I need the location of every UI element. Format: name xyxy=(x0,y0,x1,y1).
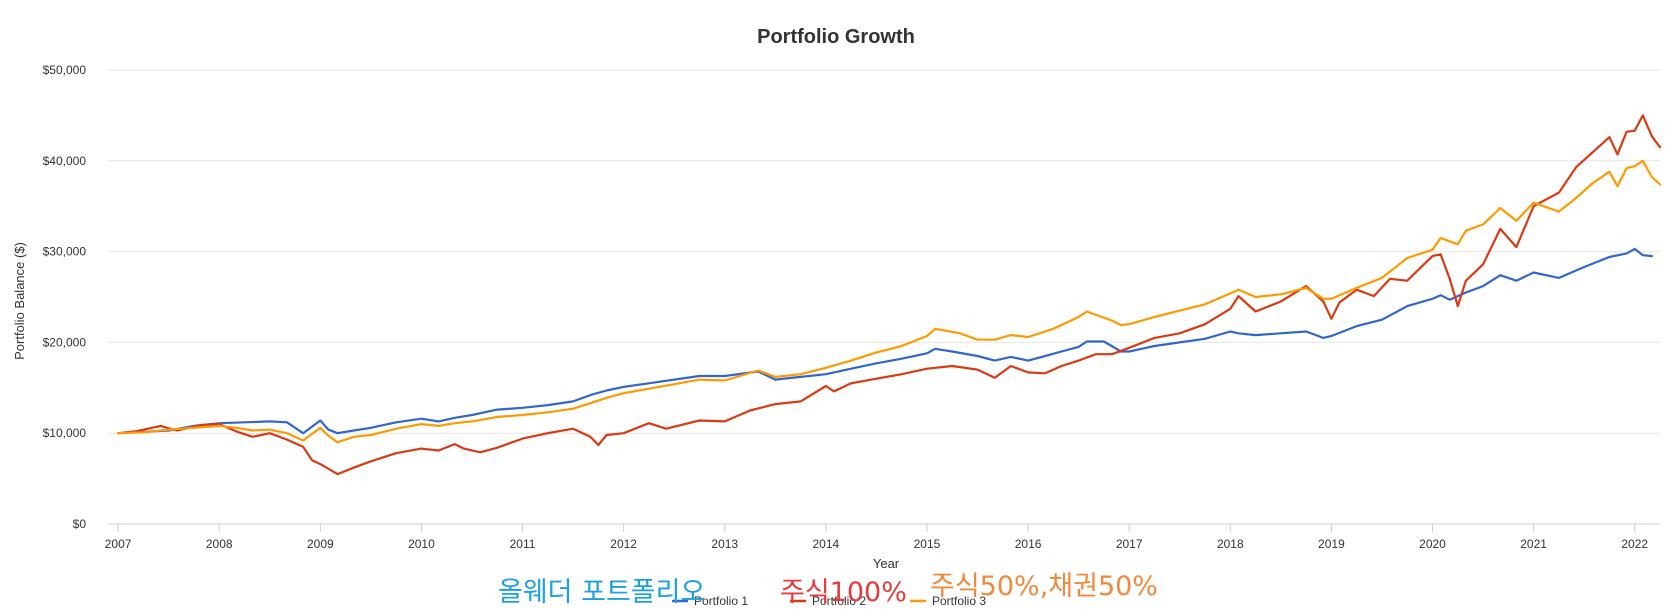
overlay-label-allweather: 올웨더 포트폴리오 xyxy=(498,577,706,608)
series-lines xyxy=(117,114,1662,476)
x-tick-label: 2011 xyxy=(510,537,536,551)
legend-label: Portfolio 2 xyxy=(812,594,866,608)
x-tick-label: 2010 xyxy=(408,537,435,551)
x-tick-label: 2008 xyxy=(206,537,233,551)
x-tick-label: 2014 xyxy=(813,537,840,551)
y-axis-ticks: $0 $10,000 $20,000 $30,000 $40,000 $50,000 xyxy=(43,63,87,531)
chart-legend[interactable]: Portfolio 1 Portfolio 2 Portfolio 3 xyxy=(672,594,986,608)
x-tick-label: 2021 xyxy=(1520,537,1547,551)
legend-item-3[interactable]: Portfolio 3 xyxy=(910,594,986,608)
x-tick-label: 2009 xyxy=(307,537,334,551)
series-line-2 xyxy=(117,114,1662,476)
y-tick-label: $30,000 xyxy=(43,245,87,259)
x-tick-label: 2022 xyxy=(1621,537,1648,551)
series-line-1 xyxy=(117,247,1653,435)
y-tick-label: $40,000 xyxy=(43,154,87,168)
x-tick-label: 2007 xyxy=(105,537,132,551)
x-tick-label: 2019 xyxy=(1318,537,1345,551)
overlay-label-stock50-bond50: 주식50%,채권50% xyxy=(930,571,1158,602)
x-tick-label: 2018 xyxy=(1217,537,1244,551)
x-tick-label: 2012 xyxy=(610,537,637,551)
y-tick-label: $50,000 xyxy=(43,63,87,77)
legend-item-2[interactable]: Portfolio 2 xyxy=(790,594,866,608)
x-tick-label: 2013 xyxy=(711,537,738,551)
y-tick-label: $20,000 xyxy=(43,335,87,349)
legend-label: Portfolio 3 xyxy=(932,594,986,608)
x-tick-label: 2020 xyxy=(1419,537,1446,551)
series-line-3 xyxy=(117,159,1662,444)
x-tick-label: 2015 xyxy=(914,537,941,551)
legend-label: Portfolio 1 xyxy=(694,594,748,608)
gridlines xyxy=(108,69,1660,434)
overlay-label-stock100: 주식100% xyxy=(780,577,907,608)
legend-item-1[interactable]: Portfolio 1 xyxy=(672,594,748,608)
x-axis: 2007 2008 2009 2010 2011 2012 2013 2014 2015 2016… xyxy=(105,523,1660,551)
y-tick-label: $0 xyxy=(73,517,87,531)
x-tick-label: 2016 xyxy=(1015,537,1042,551)
chart-title: Portfolio Growth xyxy=(757,26,915,48)
y-axis-title: Portfolio Balance ($) xyxy=(12,242,27,360)
x-axis-title: Year xyxy=(873,556,900,571)
x-tick-label: 2017 xyxy=(1116,537,1143,551)
y-tick-label: $10,000 xyxy=(43,426,87,440)
